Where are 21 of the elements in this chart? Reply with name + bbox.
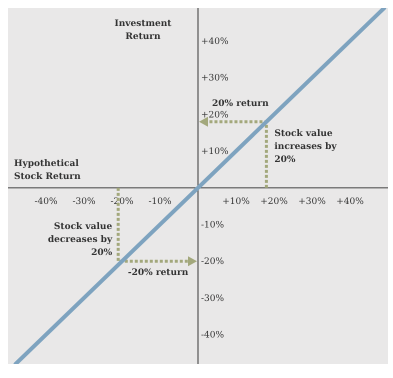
x-axis-title: Hypothetical Stock Return (14, 158, 82, 182)
y-tick-label: +20% (201, 110, 229, 120)
x-tick-label: +20% (260, 196, 288, 207)
x-tick-label: +10% (222, 196, 250, 207)
y-tick-label: -30% (201, 294, 224, 304)
y-tick-label: -20% (201, 257, 224, 268)
x-tick-label: +30% (298, 196, 326, 207)
annotation: Stock value decreases by 20% (48, 222, 113, 258)
y-tick-label: -10% (201, 220, 224, 231)
y-axis-title: Investment Return (114, 19, 172, 42)
x-tick-label: -40% (34, 196, 58, 207)
x-tick-label: +40% (336, 196, 364, 207)
y-tick-label: +40% (201, 37, 229, 48)
y-tick-label: +10% (201, 147, 229, 158)
annotation: 20% return (212, 98, 270, 109)
annotation: -20% return (128, 268, 189, 278)
y-tick-label: -40% (201, 330, 224, 341)
annotation: Stock value increases by 20% (274, 128, 338, 165)
x-tick-label: -30% (72, 196, 96, 207)
x-tick-label: -10% (148, 196, 172, 207)
y-tick-label: +30% (201, 74, 229, 84)
